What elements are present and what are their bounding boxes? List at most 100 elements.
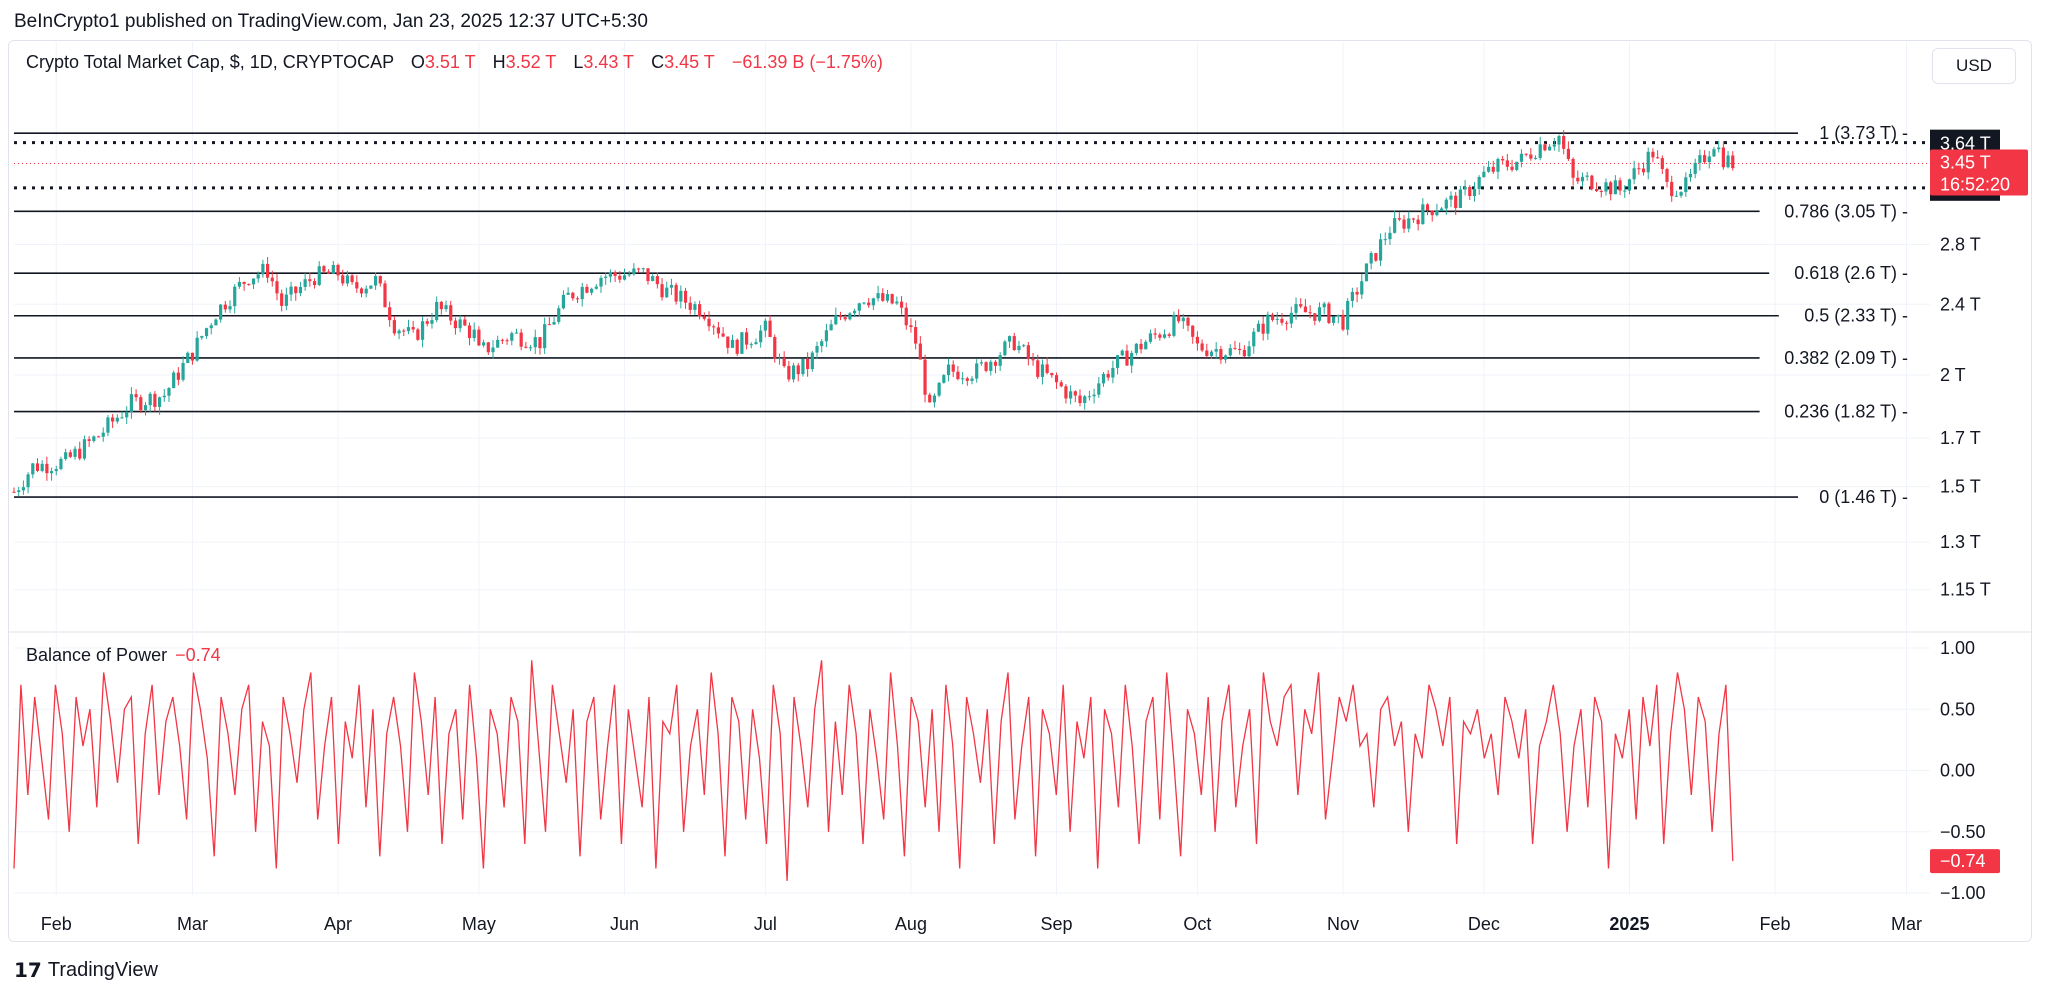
candle-body [1144, 341, 1148, 350]
candle-body [923, 359, 927, 395]
candle-body [1115, 355, 1120, 368]
candle-body [1594, 189, 1599, 192]
open-label: O [410, 52, 425, 72]
candle-body [838, 315, 843, 318]
candle-body [294, 286, 298, 294]
candle-body [707, 318, 711, 327]
bop-legend: Balance of Power −0.74 [26, 645, 221, 666]
candle-body [1294, 304, 1298, 313]
candle-body [1130, 352, 1134, 366]
candle-body [1510, 166, 1514, 170]
candle-body [17, 490, 21, 493]
candle-body [1571, 158, 1575, 178]
candle-body [336, 264, 340, 276]
last-price-tag [1930, 149, 2028, 196]
candle-body [1562, 136, 1566, 149]
candle-body [575, 298, 580, 300]
candle-body [726, 336, 730, 348]
candle-body [68, 452, 72, 457]
currency-button[interactable]: USD [1932, 48, 2016, 84]
candle-body [341, 275, 345, 284]
x-tick-label: Dec [1468, 914, 1500, 934]
candle-body [458, 319, 462, 329]
candle-body [698, 304, 702, 317]
candle-body [425, 321, 429, 324]
x-tick-label: Aug [895, 914, 927, 934]
candle-body [1083, 396, 1087, 404]
candle-body [1336, 314, 1340, 317]
candle-body [871, 298, 875, 306]
candle-body [1472, 188, 1477, 196]
candle-body [439, 301, 443, 310]
price-tick-label: 1.5 T [1940, 477, 1981, 497]
candle-body [1425, 204, 1430, 211]
candle-body [1613, 180, 1617, 195]
candle-body [571, 292, 575, 299]
candle-body [890, 294, 894, 304]
candle-body [1299, 304, 1303, 307]
candle-body [247, 283, 251, 285]
candle-body [350, 275, 354, 283]
candle-body [1275, 318, 1279, 320]
candle-body [547, 324, 551, 326]
candle-body [989, 361, 993, 371]
candle-body [148, 393, 152, 406]
candle-body [679, 290, 683, 302]
candle-body [26, 474, 30, 488]
candle-body [1097, 383, 1101, 395]
candle-body [1322, 303, 1326, 308]
candle-body [322, 266, 326, 272]
candle-body [712, 326, 716, 328]
candle-body [237, 282, 242, 287]
bop-line [13, 660, 1734, 881]
candle-body [655, 276, 659, 285]
candle-body [181, 362, 185, 380]
candle-body [1557, 136, 1561, 145]
candle-body [993, 361, 998, 366]
candle-body [477, 329, 481, 346]
candle-body [1670, 181, 1674, 197]
candle-body [31, 463, 35, 475]
candle-body [608, 272, 613, 277]
candle-body [824, 330, 829, 342]
low-value: 3.43 T [583, 52, 635, 72]
candle-body [1538, 144, 1542, 158]
candle-body [1623, 190, 1627, 192]
candle-body [646, 268, 650, 282]
candle-body [1087, 396, 1092, 398]
candle-body [1106, 373, 1110, 378]
level-tag-label: 3.64 T [1940, 134, 1991, 154]
candle-body [1078, 395, 1082, 404]
candle-body [1543, 144, 1547, 151]
candle-body [594, 286, 598, 289]
candle-body [1209, 351, 1214, 356]
candle-body [674, 284, 678, 302]
candle-body [1440, 208, 1444, 212]
candle-body [214, 319, 218, 326]
candle-body [275, 281, 279, 294]
candle-body [1054, 375, 1059, 383]
candle-body [763, 320, 767, 331]
price-tick-label: 1.15 T [1940, 580, 1991, 600]
candle-body [1463, 187, 1467, 190]
tradingview-brand[interactable]: 𝟭𝟳 TradingView [14, 958, 158, 983]
candle-body [355, 282, 359, 289]
candle-body [1219, 349, 1223, 360]
candle-body [604, 276, 608, 278]
candle-body [406, 327, 411, 332]
candle-body [1402, 219, 1406, 229]
candle-body [740, 332, 744, 354]
candle-body [1454, 195, 1458, 208]
candle-body [1731, 155, 1735, 169]
candle-body [486, 342, 490, 353]
candle-body [1360, 281, 1364, 295]
candle-body [956, 371, 960, 380]
candle-body [233, 286, 237, 307]
candle-body [1383, 239, 1387, 241]
candle-body [528, 347, 533, 349]
candle-body [125, 412, 129, 418]
candle-body [791, 365, 796, 380]
candle-body [1266, 314, 1270, 334]
candle-body [219, 304, 223, 320]
